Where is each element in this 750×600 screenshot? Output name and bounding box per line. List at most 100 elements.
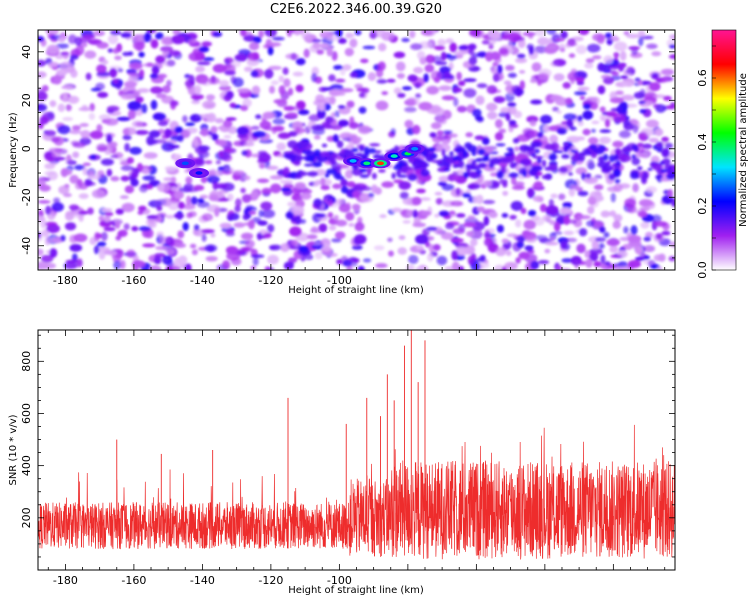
- heatmap-cell: [46, 44, 60, 55]
- heatmap-cell: [44, 236, 51, 246]
- heatmap-cell: [272, 118, 286, 125]
- heatmap-cell: [240, 105, 249, 111]
- heatmap-cell: [269, 175, 284, 180]
- heatmap-cell: [122, 134, 132, 141]
- heatmap-cell: [561, 267, 571, 270]
- heatmap-cell: [603, 55, 614, 65]
- heatmap-cell: [261, 209, 276, 219]
- heatmap-cell: [296, 100, 306, 110]
- heatmap-cell: [336, 140, 344, 149]
- heatmap-cell: [441, 95, 456, 101]
- heatmap-cell: [669, 34, 675, 40]
- heatmap-cell: [270, 183, 282, 194]
- heatmap-cell: [532, 195, 544, 202]
- heatmap-cell: [405, 166, 413, 170]
- heatmap-cell: [662, 158, 671, 166]
- heatmap-cell: [241, 150, 249, 156]
- heatmap-cell: [169, 144, 180, 149]
- heatmap-cell: [546, 44, 560, 49]
- heatmap-cell: [331, 51, 338, 61]
- heatmap-cell: [349, 72, 358, 78]
- heatmap-cell: [316, 49, 325, 55]
- heatmap-cell: [149, 265, 162, 270]
- heatmap-cell: [501, 238, 509, 244]
- heatmap-cell: [65, 263, 78, 269]
- heatmap-cell: [526, 115, 539, 123]
- heatmap-cell: [202, 100, 216, 110]
- heatmap-cell: [168, 50, 181, 56]
- heatmap-cell: [244, 175, 251, 181]
- heatmap-cell: [73, 233, 88, 243]
- heatmap-cell: [164, 248, 176, 256]
- heatmap-cell: [165, 214, 175, 219]
- heatmap-cell: [565, 97, 573, 105]
- heatmap-cell: [515, 57, 528, 64]
- heatmap-cell: [345, 169, 353, 179]
- heatmap-cell: [192, 137, 199, 148]
- heatmap-cell: [612, 220, 621, 229]
- heatmap-cell: [467, 255, 475, 266]
- heatmap-cell: [570, 255, 582, 266]
- heatmap-cell: [528, 46, 534, 55]
- heatmap-cell: [376, 68, 384, 78]
- heatmap-cell: [536, 78, 543, 86]
- heatmap-cell: [449, 210, 456, 215]
- heatmap-cell: [333, 65, 344, 70]
- heatmap-cell: [645, 186, 658, 194]
- heatmap-cell: [578, 228, 588, 237]
- heatmap-cell: [340, 132, 353, 140]
- heatmap-cell: [529, 120, 537, 127]
- heatmap-cell: [110, 30, 122, 36]
- heatmap-cell: [666, 173, 675, 180]
- heatmap-cell: [56, 69, 68, 77]
- heatmap-cell: [56, 43, 69, 49]
- heatmap-cell: [494, 132, 504, 141]
- heatmap-cell: [41, 85, 49, 92]
- heatmap-cell: [639, 109, 647, 114]
- heatmap-cell: [49, 237, 63, 244]
- heatmap-cell: [41, 229, 50, 237]
- heatmap-cell: [409, 30, 416, 39]
- heatmap-cell: [210, 75, 217, 84]
- heatmap-cell: [252, 257, 259, 266]
- heatmap-cell: [386, 78, 396, 83]
- heatmap-cell: [96, 143, 108, 152]
- heatmap-cell: [653, 254, 664, 262]
- heatmap-cell: [467, 183, 476, 190]
- heatmap-cell: [559, 207, 572, 215]
- heatmap-cell: [614, 178, 621, 184]
- tick-label: 200: [20, 507, 33, 528]
- heatmap-cell: [131, 226, 139, 232]
- heatmap-cell: [516, 134, 531, 142]
- heatmap-cell: [352, 190, 361, 199]
- heatmap-cell: [581, 172, 586, 180]
- heatmap-cell: [628, 260, 641, 268]
- heatmap-cell: [195, 74, 209, 84]
- heatmap-cell: [208, 194, 219, 202]
- heatmap-cell: [107, 34, 119, 45]
- heatmap-cell: [135, 96, 144, 103]
- heatmap-cell: [212, 63, 227, 73]
- tick-label: 600: [20, 403, 33, 424]
- heatmap-cell: [122, 51, 131, 57]
- heatmap-cell: [570, 184, 580, 189]
- heatmap-cell: [550, 95, 563, 101]
- heatmap-cell: [548, 156, 553, 160]
- heatmap-cell: [96, 41, 109, 49]
- heatmap-cell: [583, 103, 592, 110]
- tick-label: -180: [53, 574, 78, 587]
- heatmap-cell: [538, 72, 550, 81]
- heatmap-cell: [603, 231, 610, 238]
- heatmap-cell: [560, 240, 568, 250]
- heatmap-cell: [421, 210, 432, 216]
- heatmap-cell: [41, 254, 54, 263]
- heatmap-cell: [441, 184, 455, 191]
- heatmap-cell: [660, 68, 674, 74]
- heatmap-cell: [647, 167, 653, 171]
- heatmap-cell: [121, 202, 135, 213]
- heatmap-cell: [626, 33, 640, 39]
- heatmap-cell: [401, 37, 410, 43]
- heatmap-cell: [578, 30, 590, 36]
- heatmap-cell: [146, 184, 153, 190]
- heatmap-cell: [450, 237, 464, 243]
